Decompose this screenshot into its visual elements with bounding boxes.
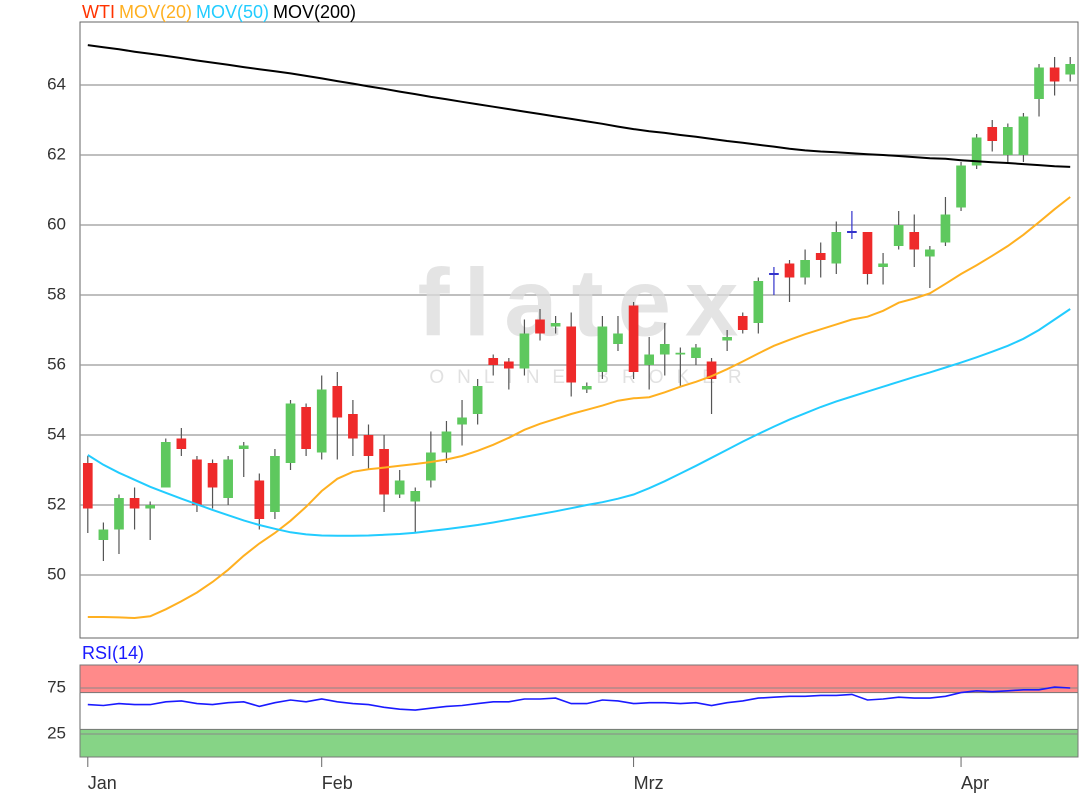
candle-body <box>441 431 452 453</box>
candle-body <box>503 361 514 369</box>
candle-body <box>98 529 109 540</box>
candle-body <box>301 407 311 449</box>
candle-body <box>254 480 265 519</box>
candle-body <box>192 459 202 505</box>
candle-body <box>394 480 405 495</box>
plot-area <box>79 21 1079 639</box>
legend-entry: MOV(20) <box>119 2 192 22</box>
candle-body <box>82 463 93 509</box>
y-tick-label: 62 <box>47 144 66 163</box>
candle-body <box>426 452 436 481</box>
y-tick-label: 64 <box>47 74 66 93</box>
candle-body <box>410 491 421 502</box>
candle-body <box>535 319 545 334</box>
candle-body <box>597 326 608 372</box>
y-tick-label: 50 <box>47 564 66 583</box>
candle-body <box>753 281 764 323</box>
candle-body <box>566 326 577 383</box>
y-tick-label: 58 <box>47 284 66 303</box>
watermark-subtext: ONLINE BROKER <box>429 367 754 388</box>
candle-body <box>332 386 343 418</box>
candle-body <box>862 232 873 274</box>
candle-body <box>550 323 561 327</box>
candle-body <box>971 137 982 166</box>
candle-body <box>160 442 171 488</box>
x-tick-label: Feb <box>322 773 353 793</box>
moving-average-line <box>87 308 1071 537</box>
candle-body <box>784 263 795 278</box>
candle-body <box>114 498 124 530</box>
candle-body <box>722 337 732 341</box>
candle-body <box>363 435 374 456</box>
candle-body <box>909 232 920 250</box>
y-tick-label: 75 <box>47 677 66 696</box>
candle-body <box>925 249 935 257</box>
candle-body <box>956 165 966 208</box>
candle-body <box>176 438 187 449</box>
legend-entry: RSI(14) <box>82 643 144 663</box>
x-tick-label: Jan <box>88 773 117 793</box>
candle-body <box>348 414 358 439</box>
indicator-line <box>87 686 1071 711</box>
candle-body <box>1018 116 1029 155</box>
y-tick-label: 52 <box>47 494 66 513</box>
y-tick-label: 56 <box>47 354 66 373</box>
candle-body <box>800 260 810 278</box>
candle-body <box>691 347 701 358</box>
y-tick-label: 60 <box>47 214 66 233</box>
candle-body <box>457 417 467 425</box>
candle-body <box>940 214 951 243</box>
candle-body <box>316 389 327 453</box>
candle-body <box>628 305 639 372</box>
legend-entry: WTI <box>82 2 115 22</box>
candle-body <box>1034 67 1044 99</box>
legend-entry: MOV(200) <box>273 2 356 22</box>
candle-body <box>706 361 717 379</box>
candle-body <box>878 263 888 267</box>
candle-body <box>238 445 249 449</box>
candle-body <box>644 354 655 365</box>
x-tick-label: Mrz <box>634 773 664 793</box>
candle-body <box>472 386 483 414</box>
candle-body <box>519 333 530 369</box>
y-tick-label: 25 <box>47 723 66 742</box>
moving-average-line <box>87 44 1071 168</box>
candle-body <box>129 498 140 509</box>
candle-body <box>659 344 670 355</box>
candle-body <box>1065 64 1076 75</box>
candle-body <box>893 225 904 246</box>
candle-body <box>831 232 842 264</box>
candle-body <box>285 403 296 463</box>
candle-body <box>613 333 623 344</box>
candle-body <box>270 456 280 512</box>
candle-body <box>1002 127 1013 155</box>
candle-body <box>379 449 389 495</box>
y-tick-label: 54 <box>47 424 66 443</box>
candle-body <box>737 316 748 330</box>
candle-body <box>815 253 826 260</box>
candle-body <box>987 127 998 141</box>
candle-body <box>207 463 218 488</box>
candle-body <box>145 505 156 509</box>
watermark: flatex <box>418 249 753 356</box>
candle-body <box>223 459 233 498</box>
legend-entry: MOV(50) <box>196 2 269 22</box>
moving-average-line <box>87 196 1071 620</box>
candle-body <box>581 386 592 390</box>
candle-body <box>675 352 686 355</box>
candle-body <box>488 358 499 365</box>
x-tick-label: Apr <box>961 773 989 793</box>
candle-body <box>1049 67 1060 82</box>
